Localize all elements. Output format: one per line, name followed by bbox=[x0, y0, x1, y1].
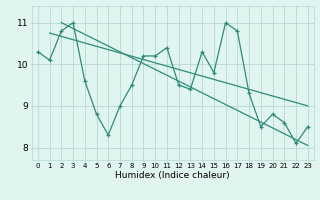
X-axis label: Humidex (Indice chaleur): Humidex (Indice chaleur) bbox=[116, 171, 230, 180]
